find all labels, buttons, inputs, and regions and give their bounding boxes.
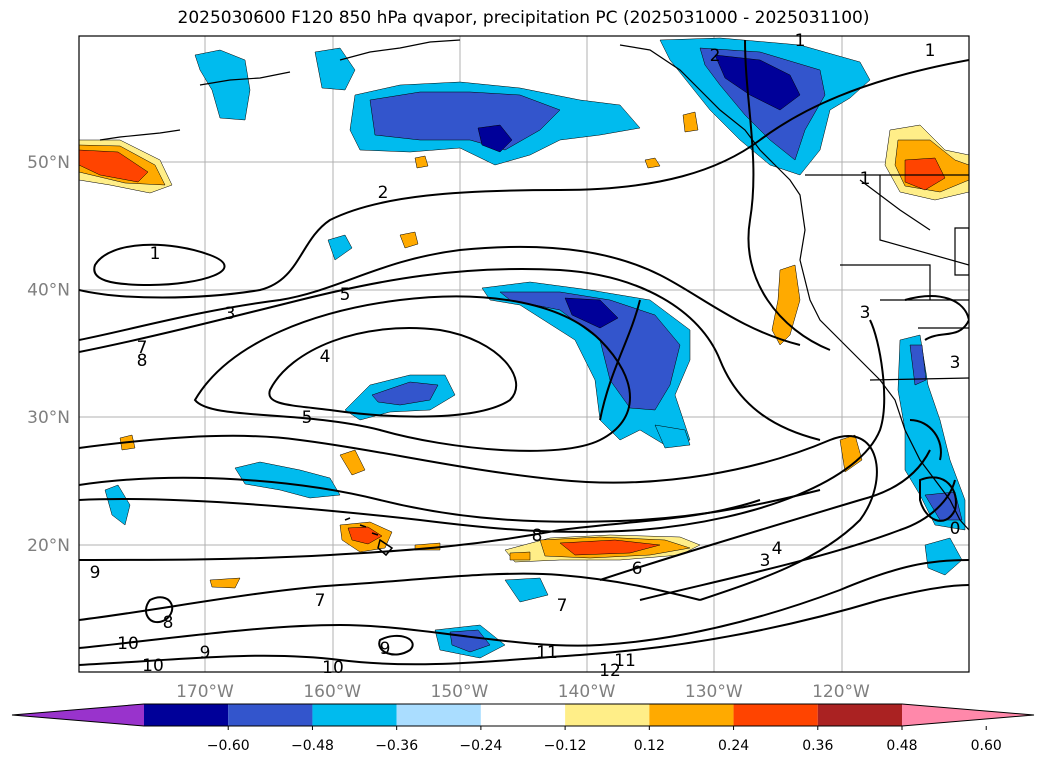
colorbar-segment [817, 704, 902, 726]
negative-anomaly-shading [104, 37, 966, 659]
contour-label: 1 [795, 31, 806, 51]
coastlines [99, 39, 969, 531]
contour-label: 9 [90, 563, 101, 583]
contour-label: 6 [632, 559, 643, 579]
contour-label: 1 [150, 244, 161, 264]
contour-label: 3 [860, 303, 871, 323]
contour-label: 1 [925, 41, 936, 61]
contour-label: 10 [322, 658, 344, 678]
contour-label: 11 [536, 643, 558, 663]
colorbar-extend-low [12, 704, 144, 726]
colorbar-tick-label: −0.60 [207, 738, 250, 754]
contour-label: 8 [532, 526, 543, 546]
contour-label: 7 [315, 591, 326, 611]
contour-label: 4 [320, 347, 331, 367]
contour-label: 3 [760, 551, 771, 571]
contour-label: 7 [557, 596, 568, 616]
contour-label: 1 [860, 169, 871, 189]
longitude-label: 140°W [558, 682, 616, 702]
colorbar-tick-label: 0.24 [718, 738, 749, 754]
colorbar-tick-label: −0.12 [544, 738, 587, 754]
contour-label: 0 [950, 519, 961, 539]
colorbar-segment [480, 704, 566, 726]
colorbar-segment [396, 704, 481, 726]
longitude-labels: 170°W 160°W 150°W 140°W 130°W 120°W [176, 682, 870, 702]
map-content [79, 36, 969, 672]
latitude-label: 30°N [27, 408, 70, 428]
contour-label: 5 [302, 408, 313, 428]
contour-label: 9 [380, 639, 391, 659]
contour-label: 3 [225, 304, 236, 324]
colorbar-segment [228, 704, 313, 726]
contour-label: 9 [200, 643, 211, 663]
latitude-label: 20°N [27, 536, 70, 556]
colorbar-tick-label: −0.24 [459, 738, 502, 754]
colorbar-tick-label: −0.36 [375, 738, 418, 754]
latitude-label: 50°N [27, 153, 70, 173]
hawaii-islands [344, 517, 394, 557]
longitude-label: 130°W [685, 682, 743, 702]
positive-anomaly-shading [79, 111, 969, 589]
colorbar-tick-label: 0.60 [971, 738, 1002, 754]
qvapor-contours [79, 39, 969, 666]
contour-label: 3 [950, 353, 961, 373]
contour-label: 7 [137, 338, 148, 358]
latitude-label: 40°N [27, 281, 70, 301]
contour-label: 4 [772, 539, 783, 559]
contour-label: 2 [378, 183, 389, 203]
colorbar-outline [11, 703, 1035, 727]
colorbar-segment [565, 704, 650, 726]
contour-label: 5 [340, 285, 351, 305]
contour-label: 10 [117, 634, 139, 654]
colorbar-segment [733, 704, 818, 726]
contour-label: 12 [599, 661, 621, 681]
colorbar-tick-label: 0.12 [634, 738, 665, 754]
contour-label: 2 [710, 46, 721, 66]
colorbar-tick-label: −0.48 [291, 738, 334, 754]
contour-label: 10 [142, 656, 164, 676]
longitude-label: 160°W [303, 682, 361, 702]
colorbar-tick-label: 0.48 [886, 738, 917, 754]
longitude-label: 170°W [176, 682, 234, 702]
latitude-labels: 50°N 40°N 30°N 20°N [27, 153, 70, 556]
gridlines [79, 36, 969, 672]
colorbar-tick-label: 0.36 [802, 738, 833, 754]
colorbar-segment [312, 704, 397, 726]
map-frame [78, 35, 970, 673]
longitude-label: 120°W [812, 682, 870, 702]
colorbar-extend-high [902, 704, 1034, 726]
colorbar-segment [144, 704, 229, 726]
contour-label: 8 [163, 613, 174, 633]
contour-label: 11 [614, 651, 636, 671]
longitude-label: 150°W [431, 682, 489, 702]
map-title: 2025030600 F120 850 hPa qvapor, precipit… [177, 8, 870, 28]
contour-label: 8 [137, 351, 148, 371]
colorbar-segment [649, 704, 734, 726]
colorbar: −0.60 −0.48 −0.36 −0.24 −0.12 0.12 0.24 0.36 0.4… [11, 703, 1035, 754]
